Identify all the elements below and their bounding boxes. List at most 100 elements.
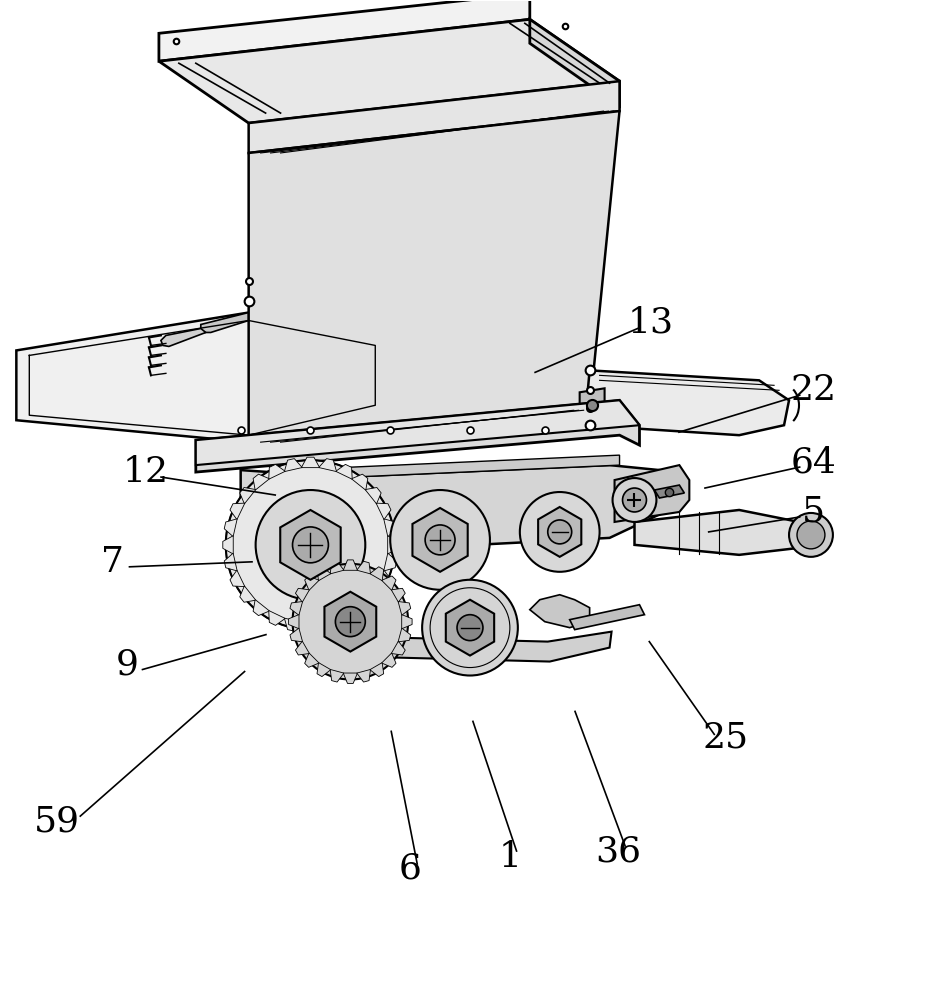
Polygon shape xyxy=(253,474,269,490)
Circle shape xyxy=(519,492,600,572)
Polygon shape xyxy=(635,510,809,555)
Polygon shape xyxy=(382,653,396,667)
Polygon shape xyxy=(580,388,604,426)
Polygon shape xyxy=(365,488,381,504)
Polygon shape xyxy=(201,313,249,332)
Polygon shape xyxy=(357,669,371,682)
Polygon shape xyxy=(376,503,391,520)
Text: 1: 1 xyxy=(499,840,521,874)
Text: 25: 25 xyxy=(702,720,749,754)
Polygon shape xyxy=(331,561,344,574)
Text: 7: 7 xyxy=(101,545,124,579)
Polygon shape xyxy=(357,561,371,574)
Circle shape xyxy=(256,490,365,600)
Polygon shape xyxy=(269,464,285,479)
Polygon shape xyxy=(331,669,344,682)
Polygon shape xyxy=(240,586,256,602)
Text: 9: 9 xyxy=(115,648,138,682)
Polygon shape xyxy=(401,615,412,629)
Polygon shape xyxy=(382,576,396,590)
Polygon shape xyxy=(530,19,619,106)
Polygon shape xyxy=(17,313,388,442)
Circle shape xyxy=(613,478,656,522)
Polygon shape xyxy=(398,628,411,642)
Polygon shape xyxy=(352,474,368,490)
Text: 64: 64 xyxy=(790,445,837,479)
Polygon shape xyxy=(538,507,581,557)
Polygon shape xyxy=(446,600,494,656)
Circle shape xyxy=(457,615,483,641)
Polygon shape xyxy=(161,328,206,346)
Polygon shape xyxy=(196,400,640,465)
Polygon shape xyxy=(317,663,331,677)
Polygon shape xyxy=(284,618,303,631)
Polygon shape xyxy=(324,592,376,652)
Polygon shape xyxy=(398,602,411,615)
Text: 22: 22 xyxy=(790,373,837,407)
Polygon shape xyxy=(241,465,680,552)
Text: 36: 36 xyxy=(596,834,641,868)
Text: 12: 12 xyxy=(122,455,169,489)
Polygon shape xyxy=(304,576,319,590)
Polygon shape xyxy=(370,663,384,677)
Text: 6: 6 xyxy=(398,852,421,886)
Polygon shape xyxy=(302,457,319,468)
Polygon shape xyxy=(585,370,789,435)
Polygon shape xyxy=(230,503,245,520)
Circle shape xyxy=(390,490,490,590)
Text: 5: 5 xyxy=(802,495,825,529)
Polygon shape xyxy=(302,622,319,633)
Polygon shape xyxy=(412,508,467,572)
Polygon shape xyxy=(336,611,352,625)
Polygon shape xyxy=(253,600,269,616)
Polygon shape xyxy=(344,560,358,570)
Polygon shape xyxy=(240,488,256,504)
Polygon shape xyxy=(249,111,619,442)
Polygon shape xyxy=(391,588,405,602)
Polygon shape xyxy=(284,459,303,472)
Text: 13: 13 xyxy=(628,305,674,339)
Polygon shape xyxy=(376,570,391,587)
Polygon shape xyxy=(336,464,352,479)
Polygon shape xyxy=(318,618,337,631)
Circle shape xyxy=(789,513,833,557)
Polygon shape xyxy=(317,567,331,581)
Polygon shape xyxy=(384,519,397,537)
Text: 59: 59 xyxy=(34,804,80,838)
Polygon shape xyxy=(654,485,684,498)
Circle shape xyxy=(623,488,646,512)
Polygon shape xyxy=(280,510,341,580)
Circle shape xyxy=(425,525,455,555)
Polygon shape xyxy=(290,628,303,642)
Polygon shape xyxy=(295,588,309,602)
Polygon shape xyxy=(269,611,285,625)
Polygon shape xyxy=(570,605,644,630)
Polygon shape xyxy=(249,81,619,153)
Polygon shape xyxy=(370,567,384,581)
Polygon shape xyxy=(286,455,619,480)
Polygon shape xyxy=(196,400,640,472)
Polygon shape xyxy=(318,459,337,472)
Circle shape xyxy=(225,460,396,630)
Polygon shape xyxy=(614,465,689,522)
Polygon shape xyxy=(365,586,381,602)
Polygon shape xyxy=(384,553,397,571)
Polygon shape xyxy=(304,653,319,667)
Circle shape xyxy=(292,564,408,680)
Polygon shape xyxy=(391,641,405,655)
Polygon shape xyxy=(290,602,303,615)
Polygon shape xyxy=(224,519,237,537)
Polygon shape xyxy=(159,19,619,123)
Circle shape xyxy=(292,527,329,563)
Polygon shape xyxy=(387,536,398,554)
Circle shape xyxy=(797,521,825,549)
Polygon shape xyxy=(352,600,368,616)
Circle shape xyxy=(335,607,365,637)
Polygon shape xyxy=(530,595,589,628)
Polygon shape xyxy=(223,536,234,554)
Polygon shape xyxy=(380,632,612,662)
Polygon shape xyxy=(230,570,245,587)
Polygon shape xyxy=(224,553,237,571)
Circle shape xyxy=(547,520,572,544)
Circle shape xyxy=(422,580,518,676)
